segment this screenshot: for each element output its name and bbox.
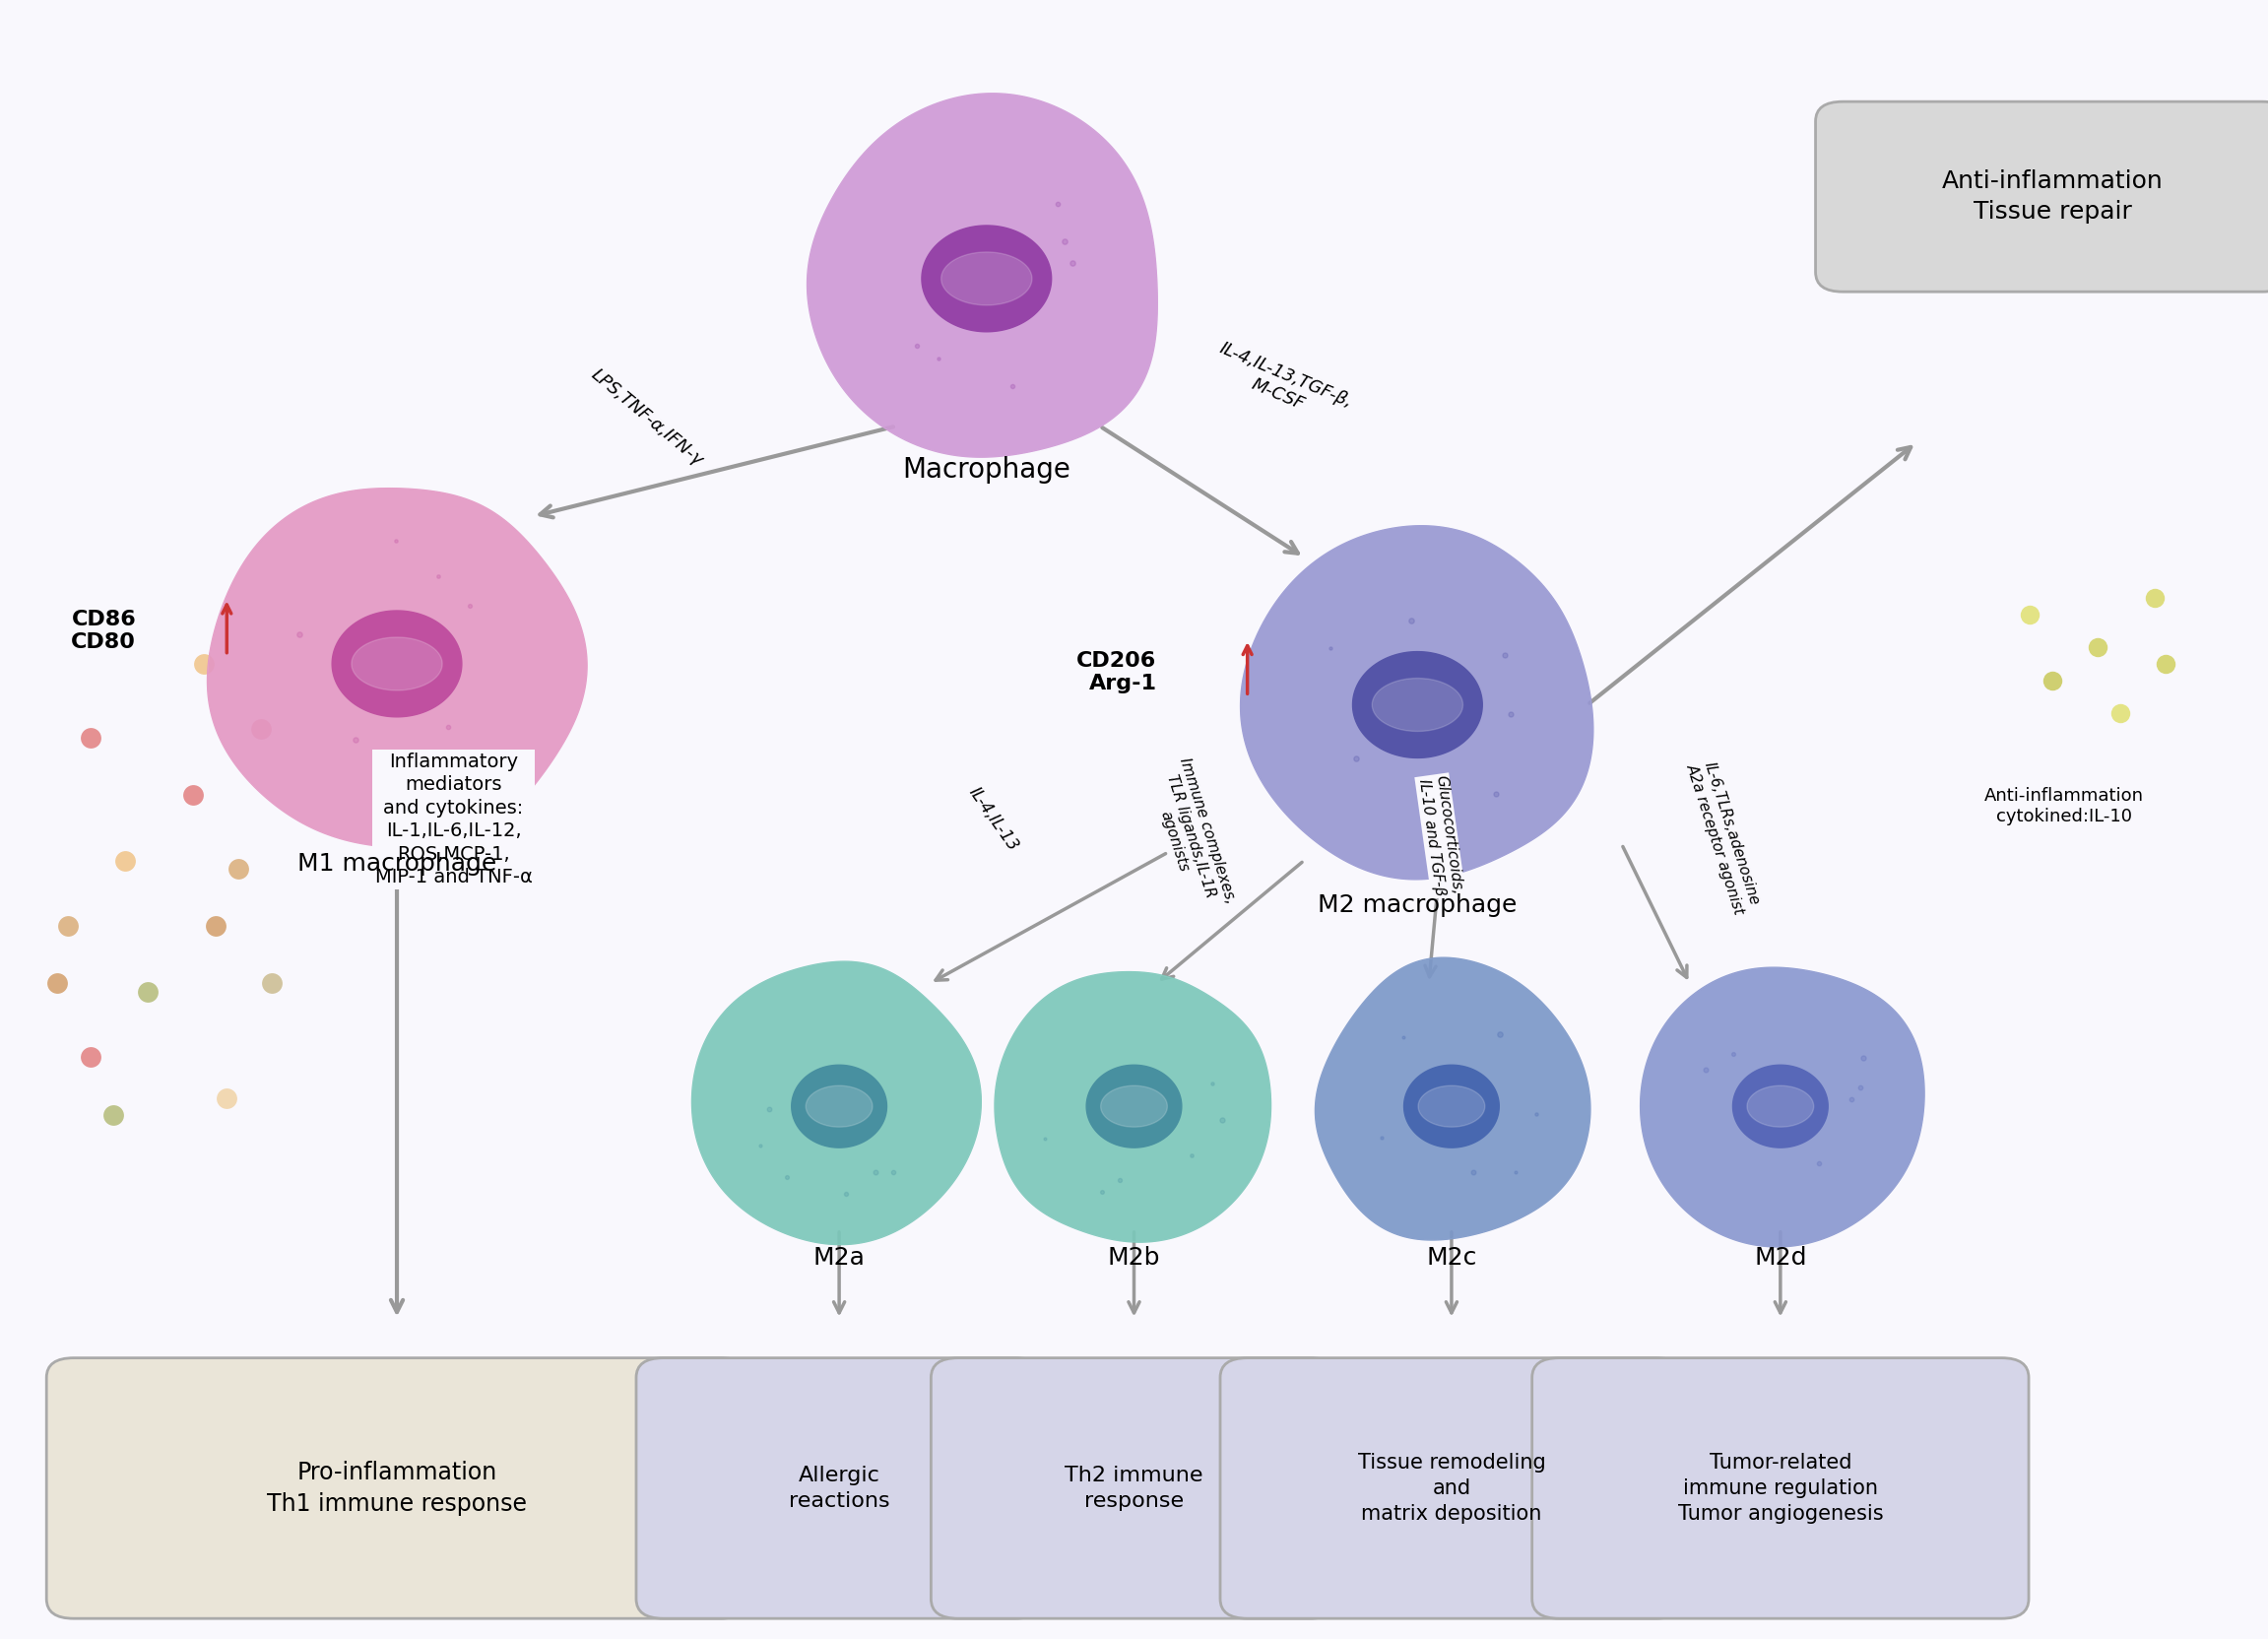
Text: CD86
CD80: CD86 CD80 xyxy=(70,610,136,652)
Polygon shape xyxy=(941,252,1032,305)
Polygon shape xyxy=(331,611,463,716)
Text: M1 macrophage: M1 macrophage xyxy=(297,852,497,875)
Text: LPS,TNF-α,IFN-γ: LPS,TNF-α,IFN-γ xyxy=(587,365,705,470)
Polygon shape xyxy=(206,488,587,847)
Polygon shape xyxy=(1640,967,1923,1247)
Polygon shape xyxy=(807,93,1157,457)
Text: Pro-inflammation
Th1 immune response: Pro-inflammation Th1 immune response xyxy=(268,1460,526,1516)
Polygon shape xyxy=(996,972,1270,1242)
Polygon shape xyxy=(921,226,1052,331)
Text: CD206
Arg-1: CD206 Arg-1 xyxy=(1077,651,1157,693)
FancyBboxPatch shape xyxy=(1814,102,2268,292)
Text: Glucocorticoids,
IL-10 and TGF-β: Glucocorticoids, IL-10 and TGF-β xyxy=(1415,774,1465,898)
Polygon shape xyxy=(1100,1085,1168,1128)
Polygon shape xyxy=(1746,1085,1814,1128)
Polygon shape xyxy=(792,1065,887,1147)
Text: Tumor-related
immune regulation
Tumor angiogenesis: Tumor-related immune regulation Tumor an… xyxy=(1678,1452,1882,1524)
Polygon shape xyxy=(1733,1065,1828,1147)
Text: Allergic
reactions: Allergic reactions xyxy=(789,1465,889,1511)
FancyBboxPatch shape xyxy=(930,1357,1336,1619)
Polygon shape xyxy=(1241,526,1592,880)
Text: M2b: M2b xyxy=(1107,1246,1161,1269)
FancyBboxPatch shape xyxy=(1533,1357,2030,1619)
Text: Inflammatory
mediators
and cytokines:
IL-1,IL-6,IL-12,
ROS,MCP-1,
MIP-1 and TNF-: Inflammatory mediators and cytokines: IL… xyxy=(374,752,533,887)
Polygon shape xyxy=(805,1085,873,1128)
Text: Macrophage: Macrophage xyxy=(903,456,1070,484)
Polygon shape xyxy=(352,638,442,690)
Polygon shape xyxy=(1640,967,1923,1247)
Polygon shape xyxy=(1352,652,1483,757)
Text: M2d: M2d xyxy=(1753,1246,1808,1269)
Text: M2c: M2c xyxy=(1427,1246,1476,1269)
Polygon shape xyxy=(1372,679,1463,731)
Polygon shape xyxy=(807,93,1157,457)
Text: Th2 immune
response: Th2 immune response xyxy=(1064,1465,1204,1511)
Text: IL-6,TLRs,adenosine
A2a receptor agonist: IL-6,TLRs,adenosine A2a receptor agonist xyxy=(1685,756,1762,916)
Polygon shape xyxy=(1086,1065,1182,1147)
Text: Immune complexes,
TLR ligands,IL-1R
agonists: Immune complexes, TLR ligands,IL-1R agon… xyxy=(1143,756,1238,916)
Polygon shape xyxy=(1418,1085,1486,1128)
FancyBboxPatch shape xyxy=(1220,1357,1683,1619)
FancyBboxPatch shape xyxy=(45,1357,748,1619)
Polygon shape xyxy=(692,962,982,1244)
Polygon shape xyxy=(1241,526,1592,880)
Polygon shape xyxy=(1315,957,1590,1241)
Text: IL-4,IL-13: IL-4,IL-13 xyxy=(964,783,1023,856)
Text: Anti-inflammation
cytokined:IL-10: Anti-inflammation cytokined:IL-10 xyxy=(1984,787,2143,824)
Text: Anti-inflammation
Tissue repair: Anti-inflammation Tissue repair xyxy=(1941,169,2164,225)
Polygon shape xyxy=(206,488,587,847)
Polygon shape xyxy=(1315,957,1590,1241)
Text: M2a: M2a xyxy=(814,1246,864,1269)
Text: Tissue remodeling
and
matrix deposition: Tissue remodeling and matrix deposition xyxy=(1359,1452,1545,1524)
Polygon shape xyxy=(996,972,1270,1242)
Polygon shape xyxy=(692,962,982,1244)
Text: M2 macrophage: M2 macrophage xyxy=(1318,893,1517,916)
Polygon shape xyxy=(1404,1065,1499,1147)
FancyBboxPatch shape xyxy=(635,1357,1041,1619)
Text: IL-4,IL-13,TGF-β,
M-CSF: IL-4,IL-13,TGF-β, M-CSF xyxy=(1209,339,1354,431)
